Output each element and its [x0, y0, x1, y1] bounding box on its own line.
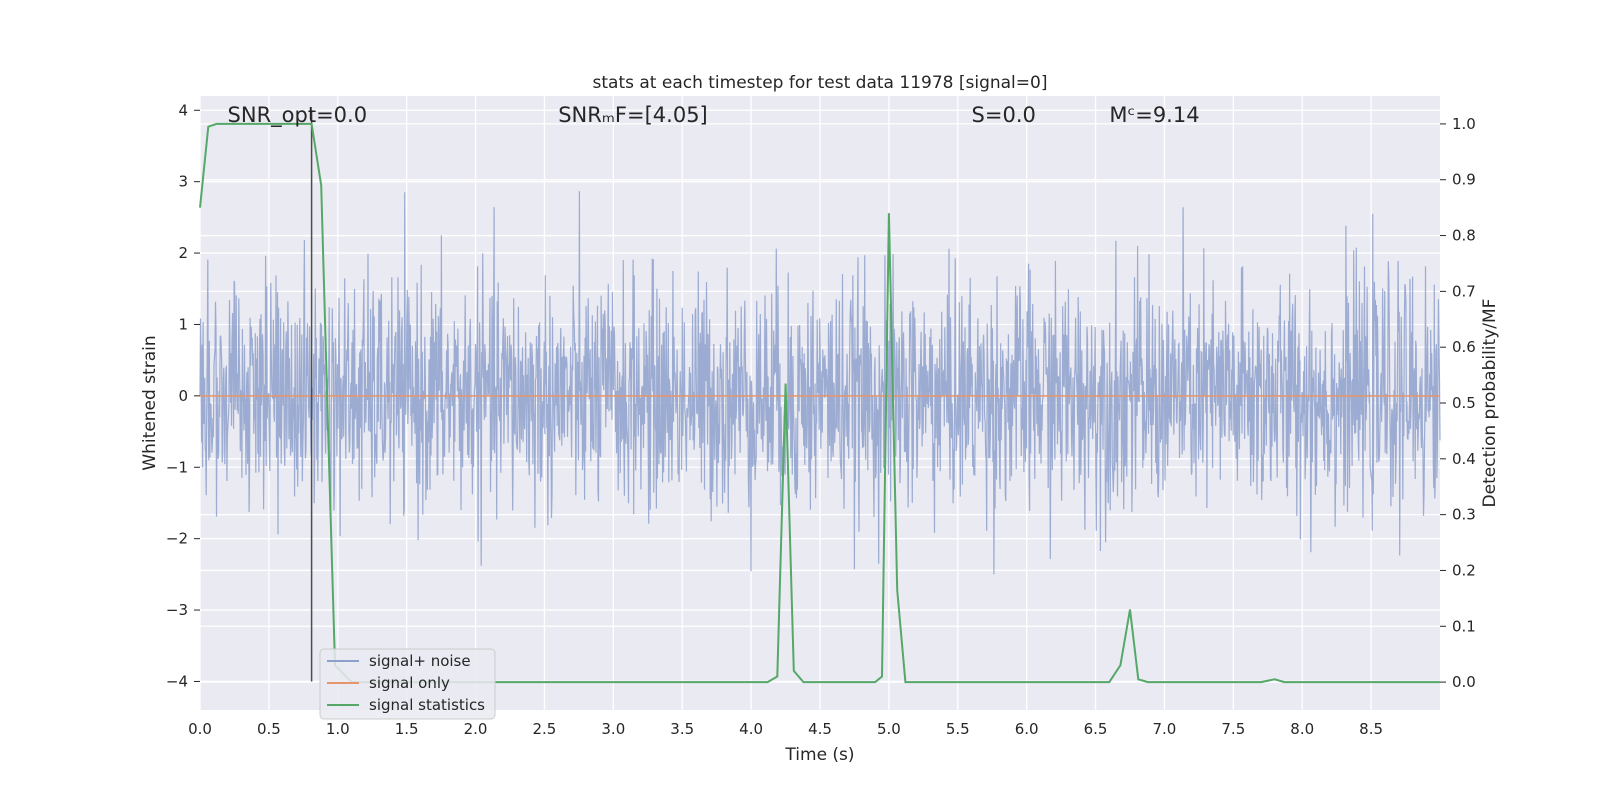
- right-y-tick-label: 0.3: [1452, 506, 1476, 524]
- left-y-tick-label: 2: [178, 244, 188, 262]
- x-tick-label: 0.5: [257, 720, 281, 738]
- legend: signal+ noise signal only signal statist…: [319, 648, 496, 720]
- left-y-tick-label: −3: [166, 601, 188, 619]
- right-y-axis-ticks: 1.0 0.9 0.8 0.7 0.6 0.5 0.4 0.3 0.2 0.1 0.0: [1440, 115, 1476, 691]
- x-tick-label: 8.0: [1290, 720, 1314, 738]
- left-y-tick-label: 3: [178, 173, 188, 191]
- annotation-text: S=0.0: [972, 103, 1036, 127]
- right-y-tick-label: 0.5: [1452, 394, 1476, 412]
- x-tick-label: 1.0: [326, 720, 350, 738]
- right-y-tick-label: 0.6: [1452, 338, 1476, 356]
- legend-box: [319, 648, 496, 720]
- signal-statistics-line: [199, 122, 1440, 684]
- x-tick-label: 6.0: [1015, 720, 1039, 738]
- x-tick-label: 7.5: [1221, 720, 1245, 738]
- left-y-tick-label: −1: [166, 458, 188, 476]
- x-tick-label: 3.5: [670, 720, 694, 738]
- left-y-tick-label: 4: [178, 101, 188, 119]
- left-y-axis-label: Whitened strain: [140, 335, 160, 470]
- annotation-text: SNRₘF=[4.05]: [558, 103, 708, 127]
- x-tick-label: 8.5: [1359, 720, 1383, 738]
- annotation-text: SNR_opt=0.0: [228, 103, 368, 128]
- right-y-tick-label: 1.0: [1452, 115, 1476, 133]
- noise-series: [199, 191, 1441, 575]
- x-tick-label: 5.0: [877, 720, 901, 738]
- chart-title: stats at each timestep for test data 119…: [593, 73, 1048, 93]
- x-axis-ticks: 0.0 0.5 1.0 1.5 2.0 2.5 3.0 3.5 4.0 4.5 5.0 5.5 6.0 6…: [188, 720, 1383, 738]
- x-tick-label: 2.5: [533, 720, 557, 738]
- right-y-axis-label: Detection probability/MF: [1480, 299, 1500, 508]
- left-y-tick-label: 1: [178, 315, 188, 333]
- right-y-tick-label: 0.8: [1452, 227, 1476, 245]
- x-axis-label: Time (s): [784, 745, 854, 765]
- right-y-tick-label: 0.0: [1452, 673, 1476, 691]
- x-tick-label: 1.5: [395, 720, 419, 738]
- right-y-tick-label: 0.1: [1452, 617, 1476, 635]
- left-y-tick-label: −2: [166, 530, 188, 548]
- signal-statistics-series: [199, 122, 1440, 684]
- right-y-tick-label: 0.7: [1452, 282, 1476, 300]
- legend-label-noise: signal+ noise: [369, 652, 471, 670]
- annotations: SNR_opt=0.0 SNRₘF=[4.05] S=0.0 Mᶜ=9.14: [228, 103, 1200, 128]
- x-tick-label: 3.0: [601, 720, 625, 738]
- noise-line: [199, 191, 1441, 575]
- legend-label-signal: signal only: [369, 674, 450, 692]
- left-y-tick-label: 0: [178, 387, 188, 405]
- x-tick-label: 4.0: [739, 720, 763, 738]
- legend-label-statistics: signal statistics: [369, 696, 485, 714]
- x-tick-label: 0.0: [188, 720, 212, 738]
- x-tick-label: 2.0: [464, 720, 488, 738]
- x-tick-label: 6.5: [1084, 720, 1108, 738]
- right-y-tick-label: 0.2: [1452, 561, 1476, 579]
- x-tick-label: 4.5: [808, 720, 832, 738]
- left-y-tick-label: −4: [166, 672, 188, 690]
- right-y-tick-label: 0.4: [1452, 450, 1476, 468]
- left-y-axis-ticks: 4 3 2 1 0 −1 −2 −3 −4: [166, 101, 200, 690]
- x-tick-label: 5.5: [946, 720, 970, 738]
- right-y-tick-label: 0.9: [1452, 171, 1476, 189]
- x-tick-label: 7.0: [1153, 720, 1177, 738]
- annotation-text: Mᶜ=9.14: [1109, 103, 1199, 127]
